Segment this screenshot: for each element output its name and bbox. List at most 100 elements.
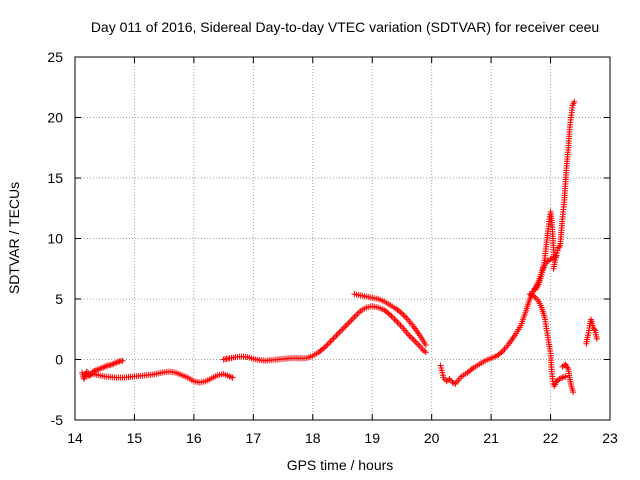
data-point xyxy=(397,309,404,316)
data-point xyxy=(94,366,101,373)
data-point xyxy=(342,323,349,330)
data-point xyxy=(422,349,429,356)
data-point xyxy=(343,321,350,328)
data-point xyxy=(330,335,337,342)
x-axis-title: GPS time / hours xyxy=(287,457,394,473)
data-point xyxy=(103,363,110,370)
data-point xyxy=(593,335,600,342)
data-point xyxy=(468,366,475,373)
x-tick-label: 14 xyxy=(67,430,83,446)
data-point xyxy=(335,330,342,337)
x-tick-label: 21 xyxy=(483,430,499,446)
data-point xyxy=(345,320,352,327)
data-point xyxy=(348,317,355,324)
data-point xyxy=(531,293,538,300)
data-point xyxy=(229,374,236,381)
data-point xyxy=(324,341,331,348)
data-point xyxy=(409,335,416,342)
data-point xyxy=(338,327,345,334)
data-point xyxy=(329,336,336,343)
data-point xyxy=(413,340,420,347)
data-point xyxy=(560,374,567,381)
data-point xyxy=(107,361,114,368)
data-point xyxy=(450,380,457,387)
data-point xyxy=(119,357,126,364)
data-point xyxy=(92,367,99,374)
data-point xyxy=(332,333,339,340)
data-point xyxy=(390,314,397,321)
data-point xyxy=(320,345,327,352)
data-point xyxy=(346,318,353,325)
y-tick-label: 10 xyxy=(47,231,63,247)
data-point xyxy=(113,359,120,366)
data-point xyxy=(403,315,410,322)
data-point xyxy=(333,332,340,339)
data-point xyxy=(406,332,413,339)
x-tick-labels: 14 15 16 17 18 19 20 21 22 23 xyxy=(67,430,618,446)
data-point xyxy=(400,312,407,319)
data-point xyxy=(354,311,361,318)
data-point xyxy=(401,313,408,320)
x-tick-label: 19 xyxy=(364,430,380,446)
y-tick-label: 20 xyxy=(47,110,63,126)
data-point xyxy=(100,364,107,371)
data-point xyxy=(349,315,356,322)
data-point xyxy=(498,349,505,356)
data-point xyxy=(571,98,578,105)
data-point xyxy=(97,365,104,372)
data-point xyxy=(557,375,564,382)
y-tick-label: -5 xyxy=(51,412,64,428)
data-point xyxy=(226,373,233,380)
x-tick-label: 22 xyxy=(543,430,559,446)
y-axis-title: SDTVAR / TECUs xyxy=(6,182,22,294)
y-tick-label: 15 xyxy=(47,170,63,186)
data-point xyxy=(394,319,401,326)
data-point xyxy=(355,309,362,316)
data-point xyxy=(101,363,108,370)
data-point xyxy=(407,334,414,341)
data-point xyxy=(110,360,117,367)
data-point xyxy=(327,338,334,345)
data-point xyxy=(449,379,456,386)
data-point xyxy=(112,360,119,367)
y-tick-labels: -5 0 5 10 15 20 25 xyxy=(47,49,63,428)
data-point xyxy=(591,326,598,333)
data-point xyxy=(415,341,422,348)
data-point xyxy=(556,375,563,382)
data-point xyxy=(391,316,398,323)
x-tick-label: 15 xyxy=(127,430,143,446)
data-point xyxy=(410,337,417,344)
data-point xyxy=(326,339,333,346)
data-point xyxy=(351,314,358,321)
data-point xyxy=(323,342,330,349)
data-point xyxy=(388,313,395,320)
x-tick-label: 18 xyxy=(305,430,321,446)
data-point xyxy=(228,374,235,381)
data-point xyxy=(385,310,392,317)
y-tick-label: 25 xyxy=(47,49,63,65)
x-tick-label: 20 xyxy=(424,430,440,446)
data-point xyxy=(445,377,452,384)
data-point xyxy=(352,312,359,319)
data-points xyxy=(79,98,600,396)
data-point xyxy=(115,358,122,365)
data-point xyxy=(98,364,105,371)
x-tick-label: 17 xyxy=(246,430,262,446)
data-point xyxy=(109,361,116,368)
grid-lines xyxy=(75,57,610,420)
data-point xyxy=(421,348,428,355)
data-point xyxy=(556,243,563,250)
data-point xyxy=(547,256,554,263)
data-point xyxy=(422,341,429,348)
data-point xyxy=(339,326,346,333)
data-point xyxy=(562,373,569,380)
data-point xyxy=(397,322,404,329)
data-point xyxy=(395,320,402,327)
data-point xyxy=(336,329,343,336)
data-point xyxy=(526,291,533,298)
x-tick-label: 23 xyxy=(602,430,618,446)
data-point xyxy=(570,389,577,396)
y-tick-label: 5 xyxy=(55,291,63,307)
axis-ticks xyxy=(74,56,611,421)
